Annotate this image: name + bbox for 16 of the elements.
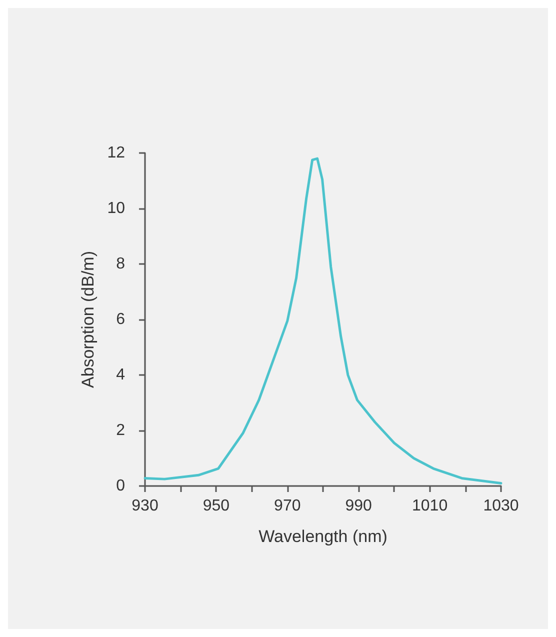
- x-tick-label: 1010: [412, 498, 448, 514]
- x-tick-label: 990: [345, 498, 372, 514]
- y-tick-label: 0: [116, 478, 126, 494]
- x-tick-label: 1030: [483, 498, 519, 514]
- y-tick-label: 2: [116, 422, 126, 439]
- x-tick-label: 930: [132, 498, 158, 514]
- y-axis-title: Absorption (dB/m): [78, 251, 98, 388]
- line-series: [144, 157, 502, 484]
- x-axis-title: Wavelength (nm): [258, 527, 388, 546]
- y-tick-label: 6: [116, 311, 126, 328]
- x-tick-label: 950: [202, 498, 230, 514]
- x-tick-label: 970: [274, 498, 301, 514]
- y-tick-label: 10: [107, 200, 126, 217]
- y-tick-label: 12: [107, 144, 126, 162]
- y-tick-label: 8: [116, 256, 126, 272]
- y-tick-label: 4: [116, 366, 126, 384]
